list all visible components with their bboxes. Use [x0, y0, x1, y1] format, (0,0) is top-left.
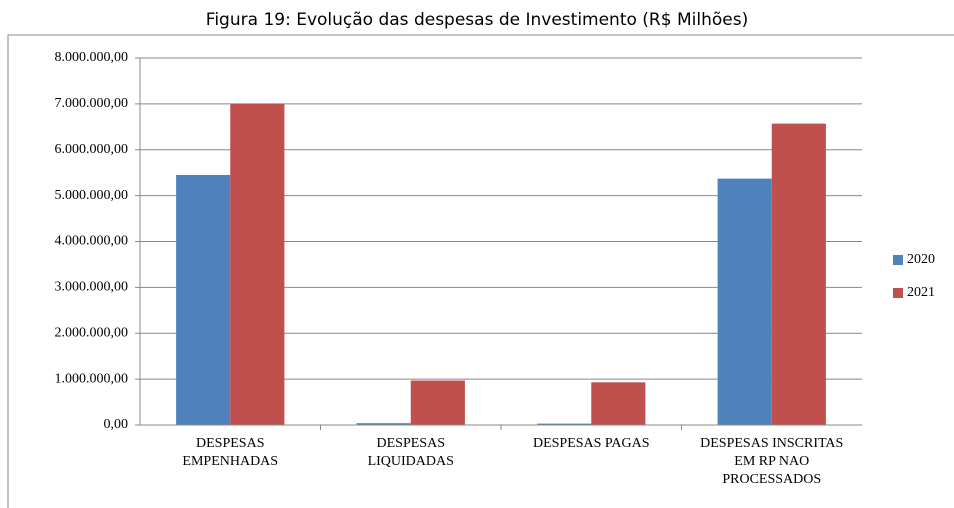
y-tick-label: 7.000.000,00 — [55, 96, 129, 111]
legend-label: 2020 — [907, 252, 935, 267]
chart-title: Figura 19: Evolução das despesas de Inve… — [206, 10, 748, 30]
x-tick-label: DESPESAS PAGAS — [532, 436, 650, 451]
y-tick-label: 2.000.000,00 — [55, 325, 129, 340]
bar — [230, 103, 285, 425]
y-tick-label: 3.000.000,00 — [55, 280, 129, 295]
y-tick-label: 5.000.000,00 — [55, 188, 129, 203]
x-tick-label: DESPESAS INSCRITAS EM RP NAO PROCESSADOS — [700, 436, 844, 487]
bar — [537, 423, 592, 425]
legend-swatch — [893, 255, 903, 265]
bar — [356, 423, 411, 425]
chart-border — [7, 34, 954, 508]
y-tick-label: 0,00 — [104, 417, 129, 432]
bar — [717, 178, 772, 425]
bar — [771, 123, 826, 425]
y-tick-label: 8.000.000,00 — [55, 50, 129, 65]
legend-label: 2021 — [907, 285, 935, 300]
bar — [591, 382, 646, 425]
y-tick-label: 4.000.000,00 — [55, 234, 129, 249]
y-tick-label: 6.000.000,00 — [55, 142, 129, 157]
bar — [176, 174, 231, 425]
x-tick-label: DESPESAS LIQUIDADAS — [367, 436, 454, 469]
y-tick-label: 1.000.000,00 — [55, 371, 129, 386]
legend-swatch — [893, 288, 903, 298]
x-tick-label: DESPESAS EMPENHADAS — [182, 436, 279, 469]
bar — [410, 380, 465, 425]
